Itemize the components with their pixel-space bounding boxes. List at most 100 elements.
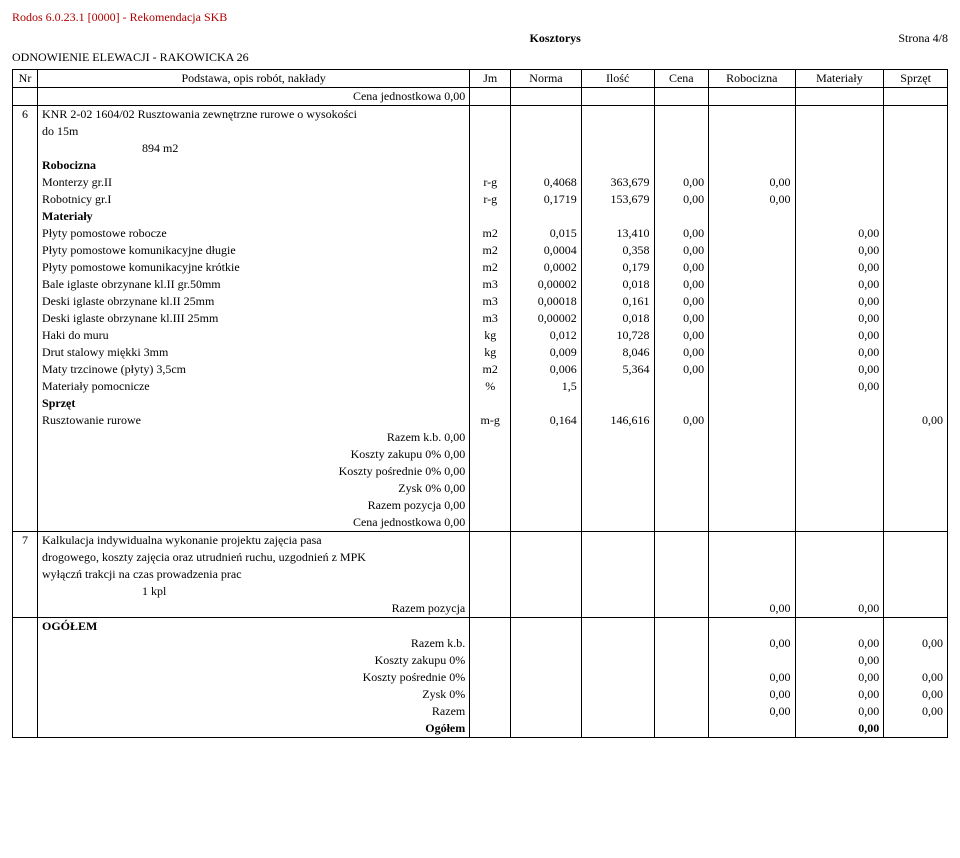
sum6-kosztyzak: Koszty zakupu 0% 0,00 — [13, 446, 948, 463]
sum6-cenajedn: Cena jednostkowa 0,00 — [13, 514, 948, 532]
item7-desc1: Kalkulacja indywidualna wykonanie projek… — [38, 532, 470, 550]
totals-zysk: Zysk 0% 0,00 0,00 0,00 — [13, 686, 948, 703]
totals-kosztyzak-label: Koszty zakupu 0% — [38, 652, 470, 669]
mat-row-4: Bale iglaste obrzynane kl.II gr.50mm m3 … — [13, 276, 948, 293]
mat8-norma: 0,009 — [511, 344, 582, 361]
mat1-jm: m2 — [470, 225, 511, 242]
totals-razem-label: Razem — [38, 703, 470, 720]
mat3-label: Płyty pomostowe komunikacyjne krótkie — [38, 259, 470, 276]
col-ilosc: Ilość — [581, 70, 654, 88]
monterzy-jm: r-g — [470, 174, 511, 191]
totals-razem-spr: 0,00 — [884, 703, 948, 720]
mat6-label: Deski iglaste obrzynane kl.III 25mm — [38, 310, 470, 327]
s1-jm: m-g — [470, 412, 511, 429]
mat4-cena: 0,00 — [654, 276, 709, 293]
mat1-ilosc: 13,410 — [581, 225, 654, 242]
col-rob: Robocizna — [709, 70, 795, 88]
mat5-norma: 0,00018 — [511, 293, 582, 310]
doc-title: Kosztorys — [212, 31, 898, 46]
s1-norma: 0,164 — [511, 412, 582, 429]
sprzet-hdr: Sprzęt — [38, 395, 470, 412]
s1-ilosc: 146,616 — [581, 412, 654, 429]
mat2-mat: 0,00 — [795, 242, 884, 259]
totals-zysk-label: Zysk 0% — [38, 686, 470, 703]
mat6-norma: 0,00002 — [511, 310, 582, 327]
item7-razempoz-mat: 0,00 — [795, 600, 884, 618]
mat10-mat: 0,00 — [795, 378, 884, 395]
mat9-label: Maty trzcinowe (płyty) 3,5cm — [38, 361, 470, 378]
sprzet-row-1: Rusztowanie rurowe m-g 0,164 146,616 0,0… — [13, 412, 948, 429]
mat1-mat: 0,00 — [795, 225, 884, 242]
item6-qty: 894 m2 — [38, 140, 470, 157]
sum6-kosztypos: Koszty pośrednie 0% 0,00 — [13, 463, 948, 480]
mat3-mat: 0,00 — [795, 259, 884, 276]
mat2-cena: 0,00 — [654, 242, 709, 259]
totals-ogolem: Ogółem 0,00 — [13, 720, 948, 738]
mat3-jm: m2 — [470, 259, 511, 276]
item6-qty-row: 894 m2 — [13, 140, 948, 157]
mat8-cena: 0,00 — [654, 344, 709, 361]
sum6-razemkb-label: Razem k.b. 0,00 — [38, 429, 470, 446]
cena-jedn-label: Cena jednostkowa 0,00 — [38, 88, 470, 106]
robotnicy-rob: 0,00 — [709, 191, 795, 208]
item7-razempoz-label: Razem pozycja — [38, 600, 470, 618]
totals-kosztypos-label: Koszty pośrednie 0% — [38, 669, 470, 686]
mat-row-9: Maty trzcinowe (płyty) 3,5cm m2 0,006 5,… — [13, 361, 948, 378]
item6-desc1: KNR 2-02 1604/02 Rusztowania zewnętrzne … — [38, 106, 470, 124]
materialy-hdr: Materiały — [38, 208, 470, 225]
mat3-ilosc: 0,179 — [581, 259, 654, 276]
item7-nr: 7 — [13, 532, 38, 550]
mat8-jm: kg — [470, 344, 511, 361]
item7-desc2: drogowego, koszty zajęcia oraz utrudnień… — [38, 549, 470, 566]
mat2-ilosc: 0,358 — [581, 242, 654, 259]
doc-subheader: ODNOWIENIE ELEWACJI - RAKOWICKA 26 — [12, 50, 948, 65]
robotnicy-row: Robotnicy gr.I r-g 0,1719 153,679 0,00 0… — [13, 191, 948, 208]
ogolem-hdr: OGÓŁEM — [38, 618, 470, 636]
mat1-norma: 0,015 — [511, 225, 582, 242]
totals-kosztypos-spr: 0,00 — [884, 669, 948, 686]
mat8-ilosc: 8,046 — [581, 344, 654, 361]
totals-razemkb-spr: 0,00 — [884, 635, 948, 652]
mat4-label: Bale iglaste obrzynane kl.II gr.50mm — [38, 276, 470, 293]
totals-razemkb-label: Razem k.b. — [38, 635, 470, 652]
mat5-cena: 0,00 — [654, 293, 709, 310]
materialy-hdr-row: Materiały — [13, 208, 948, 225]
sum6-kosztypos-label: Koszty pośrednie 0% 0,00 — [38, 463, 470, 480]
mat9-jm: m2 — [470, 361, 511, 378]
s1-cena: 0,00 — [654, 412, 709, 429]
col-cena: Cena — [654, 70, 709, 88]
mat-row-10: Materiały pomocnicze % 1,5 0,00 — [13, 378, 948, 395]
mat5-label: Deski iglaste obrzynane kl.II 25mm — [38, 293, 470, 310]
s1-label: Rusztowanie rurowe — [38, 412, 470, 429]
mat5-mat: 0,00 — [795, 293, 884, 310]
col-norma: Norma — [511, 70, 582, 88]
mat6-mat: 0,00 — [795, 310, 884, 327]
totals-kosztypos: Koszty pośrednie 0% 0,00 0,00 0,00 — [13, 669, 948, 686]
item6-row: 6 KNR 2-02 1604/02 Rusztowania zewnętrzn… — [13, 106, 948, 124]
mat-row-2: Płyty pomostowe komunikacyjne długie m2 … — [13, 242, 948, 259]
sum6-razempoz: Razem pozycja 0,00 — [13, 497, 948, 514]
mat4-ilosc: 0,018 — [581, 276, 654, 293]
item7-desc-row3: wyłączń trakcji na czas prowadzenia prac — [13, 566, 948, 583]
monterzy-rob: 0,00 — [709, 174, 795, 191]
monterzy-cena: 0,00 — [654, 174, 709, 191]
mat8-mat: 0,00 — [795, 344, 884, 361]
monterzy-label: Monterzy gr.II — [38, 174, 470, 191]
mat-row-7: Haki do muru kg 0,012 10,728 0,00 0,00 — [13, 327, 948, 344]
mat9-norma: 0,006 — [511, 361, 582, 378]
cena-jedn-row: Cena jednostkowa 0,00 — [13, 88, 948, 106]
totals-ogolem-label: Ogółem — [38, 720, 470, 738]
item7-desc-row2: drogowego, koszty zajęcia oraz utrudnień… — [13, 549, 948, 566]
mat5-ilosc: 0,161 — [581, 293, 654, 310]
mat3-norma: 0,0002 — [511, 259, 582, 276]
totals-razem: Razem 0,00 0,00 0,00 — [13, 703, 948, 720]
ogolem-hdr-row: OGÓŁEM — [13, 618, 948, 636]
mat4-mat: 0,00 — [795, 276, 884, 293]
robotnicy-label: Robotnicy gr.I — [38, 191, 470, 208]
col-spr: Sprzęt — [884, 70, 948, 88]
sum6-zysk: Zysk 0% 0,00 — [13, 480, 948, 497]
title-row: Kosztorys Strona 4/8 — [12, 31, 948, 46]
item7-row: 7 Kalkulacja indywidualna wykonanie proj… — [13, 532, 948, 550]
totals-razem-rob: 0,00 — [709, 703, 795, 720]
item7-qty: 1 kpl — [38, 583, 470, 600]
